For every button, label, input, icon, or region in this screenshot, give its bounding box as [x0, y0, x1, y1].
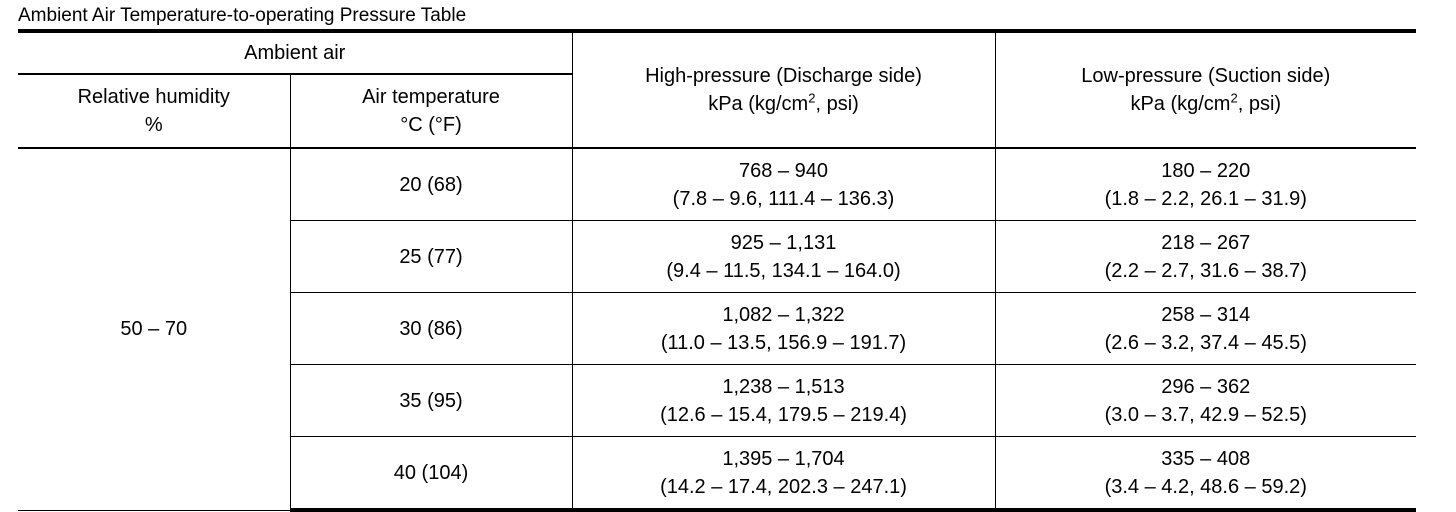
high-unit-superscript: 2 [808, 90, 816, 106]
table-row: 40 (104) 1,395 – 1,704 (14.2 – 17.4, 202… [18, 436, 1416, 512]
header-row-sub: Relative humidity % Air temperature °C (… [18, 73, 1416, 149]
ambient-air-label: Ambient air [244, 42, 346, 64]
low-pressure-kpa: 218 – 267 [1161, 231, 1251, 254]
table-row: 35 (95) 1,238 – 1,513 (12.6 – 15.4, 179.… [18, 364, 1416, 437]
low-pressure-kpa: 296 – 362 [1161, 375, 1251, 398]
air-temperature-title: Air temperature [362, 86, 500, 108]
air-temperature-cell: 35 (95) [289, 364, 573, 437]
high-pressure-kpa: 1,082 – 1,322 [722, 303, 845, 326]
table-caption: Ambient Air Temperature-to-operating Pre… [18, 5, 467, 26]
low-pressure-alt-units: (3.4 – 4.2, 48.6 – 59.2) [1104, 475, 1307, 498]
air-temperature-cell: 40 (104) [289, 436, 573, 512]
relative-humidity-unit: % [144, 114, 163, 136]
air-temperature-cell: 20 (68) [289, 147, 573, 221]
table-row: 25 (77) 925 – 1,131 (9.4 – 11.5, 134.1 –… [18, 220, 1416, 293]
high-unit-part-a: kPa (kg/cm [708, 93, 809, 115]
low-pressure-kpa: 335 – 408 [1161, 447, 1251, 470]
air-temperature-cell: 25 (77) [289, 220, 573, 293]
air-temperature-header: Air temperature °C (°F) [289, 73, 573, 149]
high-pressure-alt-units: (9.4 – 11.5, 134.1 – 164.0) [666, 259, 901, 282]
high-pressure-kpa: 925 – 1,131 [730, 231, 837, 254]
low-pressure-kpa: 258 – 314 [1161, 303, 1251, 326]
low-pressure-alt-units: (2.2 – 2.7, 31.6 – 38.7) [1104, 259, 1307, 282]
low-pressure-cell: 335 – 408 (3.4 – 4.2, 48.6 – 59.2) [994, 436, 1416, 512]
air-temperature-cell: 30 (86) [289, 292, 573, 365]
low-pressure-alt-units: (3.0 – 3.7, 42.9 – 52.5) [1104, 403, 1307, 426]
low-unit-part-a: kPa (kg/cm [1130, 93, 1231, 115]
high-pressure-kpa: 1,238 – 1,513 [722, 375, 845, 398]
relative-humidity-header: Relative humidity % [18, 73, 291, 149]
high-pressure-cell: 1,082 – 1,322 (11.0 – 13.5, 156.9 – 191.… [571, 292, 996, 365]
low-pressure-header: Low-pressure (Suction side) kPa (kg/cm2,… [994, 29, 1417, 149]
high-pressure-kpa: 768 – 940 [739, 159, 828, 182]
relative-humidity-value: 50 – 70 [18, 147, 291, 511]
low-pressure-unit: kPa (kg/cm2, psi) [996, 90, 1417, 118]
low-pressure-cell: 258 – 314 (2.6 – 3.2, 37.4 – 45.5) [994, 292, 1416, 365]
high-pressure-alt-units: (12.6 – 15.4, 179.5 – 219.4) [660, 403, 907, 426]
low-unit-superscript: 2 [1230, 90, 1238, 106]
high-pressure-alt-units: (14.2 – 17.4, 202.3 – 247.1) [660, 475, 907, 498]
low-pressure-cell: 180 – 220 (1.8 – 2.2, 26.1 – 31.9) [994, 147, 1416, 221]
high-pressure-title: High-pressure (Discharge side) [645, 65, 922, 87]
high-pressure-alt-units: (11.0 – 13.5, 156.9 – 191.7) [660, 331, 907, 354]
low-pressure-kpa: 180 – 220 [1161, 159, 1251, 182]
high-pressure-cell: 925 – 1,131 (9.4 – 11.5, 134.1 – 164.0) [571, 220, 996, 293]
low-pressure-cell: 218 – 267 (2.2 – 2.7, 31.6 – 38.7) [994, 220, 1416, 293]
relative-humidity-title: Relative humidity [77, 86, 230, 108]
low-pressure-cell: 296 – 362 (3.0 – 3.7, 42.9 – 52.5) [994, 364, 1416, 437]
low-pressure-alt-units: (1.8 – 2.2, 26.1 – 31.9) [1104, 187, 1307, 210]
table-row: 50 – 70 20 (68) 768 – 940 (7.8 – 9.6, 11… [18, 147, 1416, 511]
high-pressure-unit: kPa (kg/cm2, psi) [573, 90, 995, 118]
high-pressure-alt-units: (7.8 – 9.6, 111.4 – 136.3) [672, 187, 895, 210]
high-unit-part-b: , psi) [815, 93, 859, 115]
high-pressure-kpa: 1,395 – 1,704 [722, 447, 845, 470]
ambient-air-header: Ambient air [18, 29, 573, 75]
header-row-top: Ambient air High-pressure (Discharge sid… [18, 29, 1416, 149]
high-pressure-cell: 1,238 – 1,513 (12.6 – 15.4, 179.5 – 219.… [571, 364, 996, 437]
low-pressure-title: Low-pressure (Suction side) [1081, 65, 1331, 87]
pressure-table: Ambient air High-pressure (Discharge sid… [18, 29, 1416, 512]
air-temperature-unit: °C (°F) [400, 114, 462, 136]
low-unit-part-b: , psi) [1237, 93, 1282, 115]
high-pressure-header: High-pressure (Discharge side) kPa (kg/c… [571, 29, 996, 149]
high-pressure-cell: 768 – 940 (7.8 – 9.6, 111.4 – 136.3) [571, 147, 996, 221]
low-pressure-alt-units: (2.6 – 3.2, 37.4 – 45.5) [1104, 331, 1307, 354]
high-pressure-cell: 1,395 – 1,704 (14.2 – 17.4, 202.3 – 247.… [571, 436, 996, 512]
